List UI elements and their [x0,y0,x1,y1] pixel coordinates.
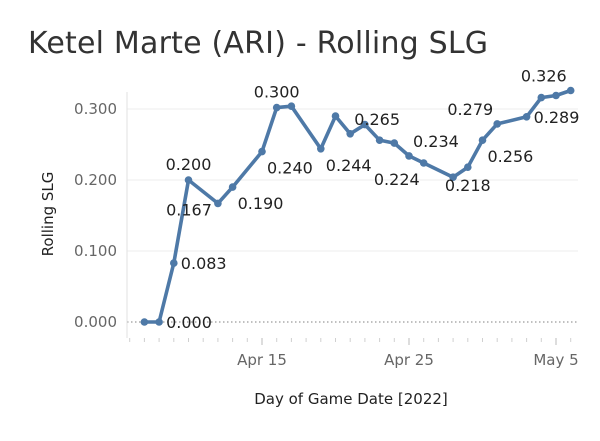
data-point [405,152,413,160]
x-tick-label: May 5 [533,351,578,369]
x-tick-label: Apr 15 [237,351,287,369]
data-label: 0.234 [413,132,459,151]
data-label: 0.190 [238,194,284,213]
data-point [346,130,355,138]
data-label: 0.300 [254,83,300,102]
data-point [272,103,281,112]
data-label: 0.083 [181,254,227,273]
data-label: 0.224 [374,170,420,189]
x-tick-label: Apr 25 [384,351,434,369]
data-point [419,159,428,167]
gridlines [127,108,578,323]
y-tick-label: 0.100 [74,242,117,260]
data-point [184,176,193,184]
data-point [537,93,546,102]
data-point [375,136,384,144]
data-label: 0.326 [521,67,567,86]
data-point [214,199,222,208]
data-label: 0.244 [326,156,372,175]
data-label: 0.200 [166,155,212,174]
data-point [287,102,296,110]
data-labels: 0.000 0.083 0.200 0.167 0.190 0.240 0.300 0.244… [166,67,580,333]
x-axis: Apr 15 Apr 25 May 5 [129,338,579,369]
y-tick-label: 0.300 [74,100,117,118]
data-point [258,147,266,156]
data-point [228,183,237,191]
data-point [317,145,325,153]
data-point [170,259,178,267]
data-label: 0.240 [267,159,313,178]
data-point [478,136,487,144]
x-axis-title: Day of Game Date [2022] [254,390,448,408]
y-axis-title: Rolling SLG [39,172,57,257]
y-tick-label: 0.000 [74,313,117,331]
data-point [522,113,531,121]
data-label: 0.256 [488,147,534,166]
series-rolling-slg [140,86,575,326]
data-label: 0.265 [354,110,400,129]
data-label: 0.289 [534,108,580,127]
data-label: 0.279 [447,100,493,119]
data-point [361,120,369,129]
data-point [493,120,502,128]
data-point [155,318,163,326]
data-label: 0.000 [166,313,212,332]
data-point [140,318,149,326]
data-point [566,86,575,95]
y-tick-label: 0.200 [74,171,117,189]
chart-title: Ketel Marte (ARI) - Rolling SLG [28,26,489,61]
data-label: 0.218 [445,176,491,195]
data-label: 0.167 [166,200,212,219]
data-point [449,173,457,181]
data-point [464,163,472,171]
y-axis: 0.000 0.100 0.200 0.300 [74,92,128,338]
data-point [390,139,399,147]
data-point [331,112,340,120]
data-point [552,91,560,100]
